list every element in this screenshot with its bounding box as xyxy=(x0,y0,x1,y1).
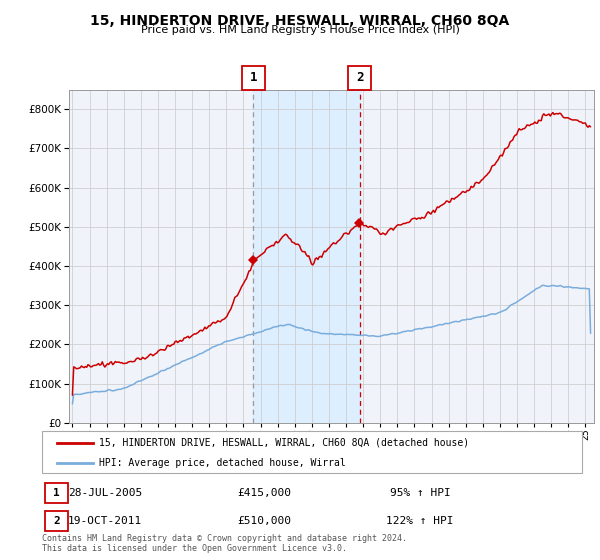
Text: 2: 2 xyxy=(53,516,60,526)
Text: 1: 1 xyxy=(250,71,257,85)
Bar xyxy=(253,90,360,423)
Text: HPI: Average price, detached house, Wirral: HPI: Average price, detached house, Wirr… xyxy=(99,458,346,468)
Text: 15, HINDERTON DRIVE, HESWALL, WIRRAL, CH60 8QA (detached house): 15, HINDERTON DRIVE, HESWALL, WIRRAL, CH… xyxy=(99,438,469,448)
Text: 95% ↑ HPI: 95% ↑ HPI xyxy=(389,488,451,498)
Text: 28-JUL-2005: 28-JUL-2005 xyxy=(68,488,142,498)
Text: 2: 2 xyxy=(356,71,364,85)
Text: £510,000: £510,000 xyxy=(237,516,291,526)
Text: 1: 1 xyxy=(53,488,60,498)
Text: £415,000: £415,000 xyxy=(237,488,291,498)
Text: Price paid vs. HM Land Registry's House Price Index (HPI): Price paid vs. HM Land Registry's House … xyxy=(140,25,460,35)
Text: 15, HINDERTON DRIVE, HESWALL, WIRRAL, CH60 8QA: 15, HINDERTON DRIVE, HESWALL, WIRRAL, CH… xyxy=(91,14,509,28)
Text: 122% ↑ HPI: 122% ↑ HPI xyxy=(386,516,454,526)
Text: Contains HM Land Registry data © Crown copyright and database right 2024.
This d: Contains HM Land Registry data © Crown c… xyxy=(42,534,407,553)
Text: 19-OCT-2011: 19-OCT-2011 xyxy=(68,516,142,526)
